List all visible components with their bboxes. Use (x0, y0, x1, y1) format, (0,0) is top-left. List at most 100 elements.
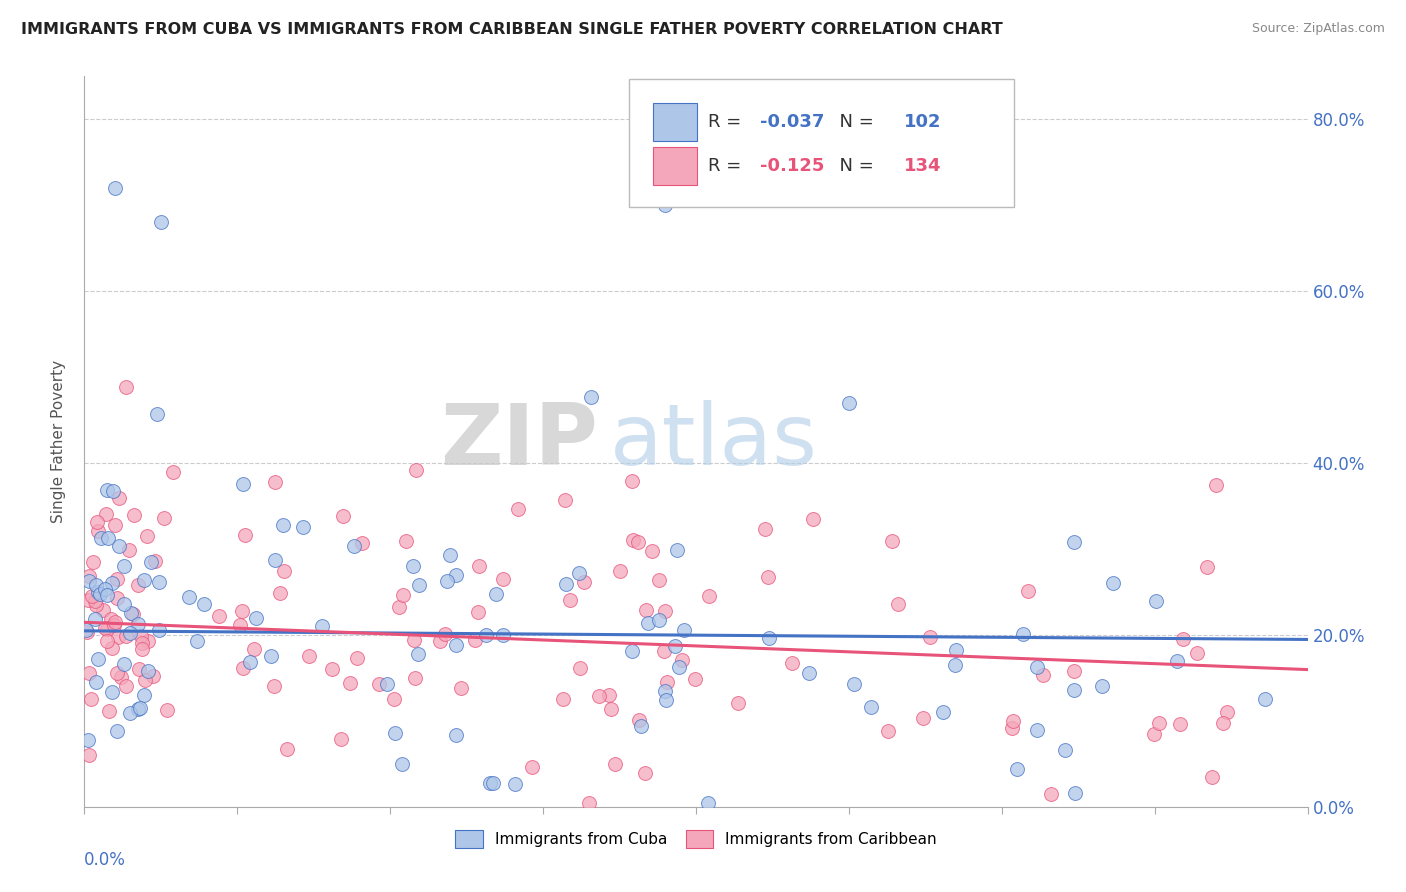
Point (89, 587, 111, 601)
Point (260, 649, 283, 664)
Point (110, 670, 132, 684)
Point (439, 548, 461, 562)
Point (233, 528, 256, 542)
Point (177, 590, 200, 604)
Text: 134: 134 (904, 157, 942, 175)
Point (94, 582, 117, 596)
Point (444, 728, 467, 742)
Text: -0.125: -0.125 (759, 157, 824, 175)
Point (1026, 660, 1049, 674)
Point (444, 568, 467, 582)
Point (103, 618, 125, 632)
Point (503, 776, 526, 790)
Point (330, 731, 353, 746)
Point (80, 589, 103, 603)
Point (76, 625, 98, 640)
Point (91, 603, 114, 617)
Point (84, 674, 107, 689)
Point (655, 693, 678, 707)
Point (1212, 716, 1234, 731)
Point (375, 677, 398, 691)
Point (1185, 646, 1208, 660)
Point (1166, 654, 1188, 668)
Point (920, 630, 942, 644)
Point (620, 644, 643, 658)
Point (1032, 668, 1054, 682)
Point (332, 508, 354, 523)
Point (186, 633, 208, 648)
Point (104, 180, 127, 194)
Point (1102, 576, 1125, 591)
Point (553, 691, 575, 706)
Point (1147, 715, 1170, 730)
Point (1017, 584, 1039, 599)
Point (77, 748, 100, 763)
Point (911, 711, 934, 725)
Point (1011, 627, 1033, 641)
Point (132, 688, 155, 702)
Point (860, 700, 883, 714)
Point (115, 679, 138, 693)
Text: atlas: atlas (610, 400, 818, 483)
Point (139, 555, 162, 569)
Point (945, 643, 967, 657)
Point (801, 512, 824, 526)
Point (654, 198, 676, 212)
Point (87, 524, 110, 539)
Point (131, 636, 153, 650)
Point (672, 623, 695, 637)
Point (1090, 679, 1112, 693)
Point (630, 719, 652, 733)
Point (478, 775, 501, 789)
Point (273, 517, 295, 532)
Point (87, 652, 110, 666)
Point (136, 529, 159, 543)
Point (1000, 721, 1022, 735)
Text: N =: N = (828, 113, 880, 131)
Point (648, 613, 671, 627)
Point (943, 657, 966, 672)
Point (599, 701, 621, 715)
Point (105, 572, 128, 586)
Point (1064, 786, 1087, 800)
Point (758, 631, 780, 645)
Point (143, 553, 166, 567)
Point (77, 593, 100, 607)
Point (231, 604, 253, 618)
Point (1063, 535, 1085, 549)
Point (269, 585, 291, 599)
Point (96, 588, 118, 602)
Point (321, 662, 343, 676)
Point (96, 634, 118, 648)
Point (392, 588, 415, 602)
Point (572, 574, 595, 589)
Point (648, 573, 671, 587)
Point (641, 544, 664, 558)
Point (634, 766, 657, 780)
Point (122, 607, 145, 621)
Point (122, 508, 145, 522)
Point (108, 539, 131, 553)
Point (128, 662, 150, 676)
Point (232, 476, 254, 491)
Point (346, 650, 368, 665)
Point (628, 713, 651, 727)
Point (90, 531, 112, 545)
Point (508, 501, 530, 516)
Point (683, 672, 706, 686)
Point (112, 657, 135, 672)
Point (620, 474, 643, 488)
Point (1254, 692, 1277, 706)
Point (98, 705, 121, 719)
Point (243, 641, 266, 656)
Point (621, 533, 644, 548)
Point (298, 648, 321, 663)
Point (101, 483, 124, 498)
Point (603, 757, 626, 772)
Point (406, 647, 429, 661)
Point (492, 628, 515, 642)
Point (193, 597, 215, 611)
Point (77, 732, 100, 747)
Point (104, 518, 127, 533)
Point (598, 688, 620, 702)
